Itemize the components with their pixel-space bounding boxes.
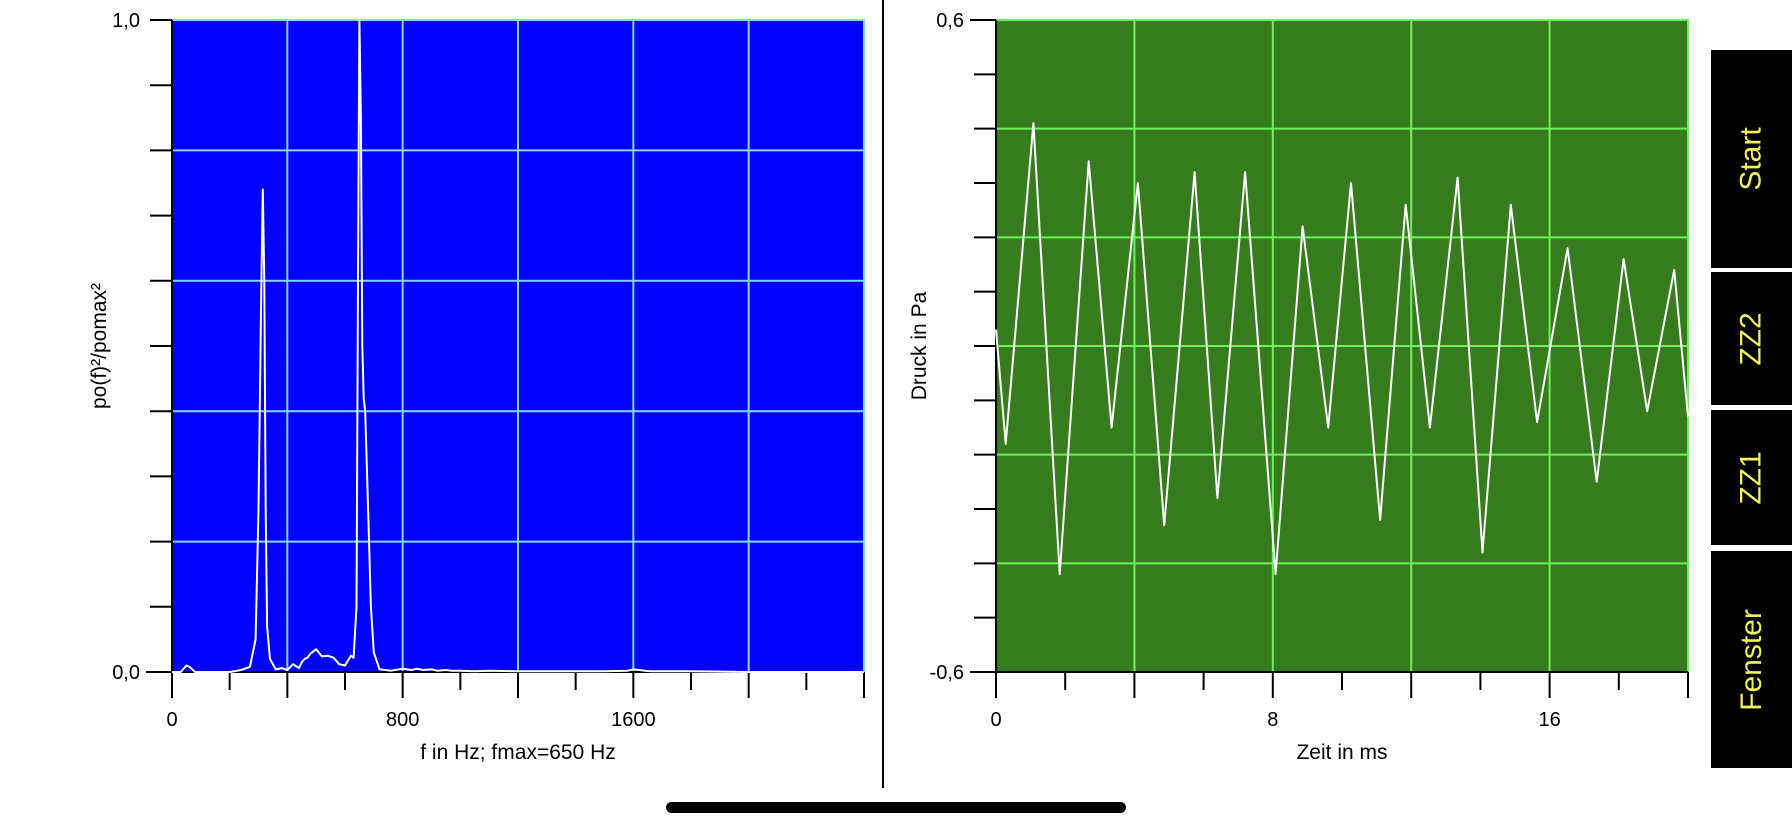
- zz2-button[interactable]: ZZ2: [1711, 272, 1792, 405]
- zz1-button-label: ZZ1: [1734, 450, 1768, 505]
- signal-x-axis-label: Zeit in ms: [1296, 741, 1387, 764]
- home-indicator: [666, 802, 1126, 813]
- spectrum-x-tick-label-1600: 1600: [611, 709, 656, 731]
- signal-x-tick-label-0: 0: [990, 709, 1001, 731]
- spectrum-x-tick-label-0: 0: [166, 709, 177, 731]
- zz1-button[interactable]: ZZ1: [1711, 410, 1792, 545]
- spectrum-x-axis-label: f in Hz; fmax=650 Hz: [420, 741, 616, 764]
- spectrum-y-axis-label: po(f)²/pomax²: [88, 283, 111, 409]
- signal-x-tick-label-8: 8: [1267, 709, 1278, 731]
- signal-plot: -0,6 0,6 0 8 16 Zeit in ms Druck in Pa: [908, 10, 1689, 764]
- fenster-button[interactable]: Fenster: [1711, 551, 1792, 768]
- signal-y-tick-label-min: -0,6: [930, 662, 964, 684]
- spectrum-ticks: [146, 19, 865, 698]
- spectrum-y-tick-label-max: 1,0: [112, 10, 140, 32]
- spectrum-series-line: [172, 19, 864, 673]
- signal-x-tick-label-16: 16: [1538, 709, 1560, 731]
- spectrum-plot: 0,0 1,0 0 800 1600 f in Hz; fmax=650 Hz …: [88, 10, 865, 764]
- start-button[interactable]: Start: [1711, 50, 1792, 268]
- fenster-button-label: Fenster: [1734, 608, 1768, 711]
- plot-divider: [882, 0, 884, 788]
- signal-y-tick-label-max: 0,6: [936, 10, 964, 32]
- spectrum-y-tick-label-min: 0,0: [112, 662, 140, 684]
- start-button-label: Start: [1734, 127, 1768, 191]
- spectrum-x-tick-label-800: 800: [386, 709, 419, 731]
- zz2-button-label: ZZ2: [1734, 311, 1768, 366]
- signal-y-axis-label: Druck in Pa: [908, 291, 931, 400]
- signal-series-line: [995, 122, 1689, 576]
- signal-ticks: [970, 19, 1689, 698]
